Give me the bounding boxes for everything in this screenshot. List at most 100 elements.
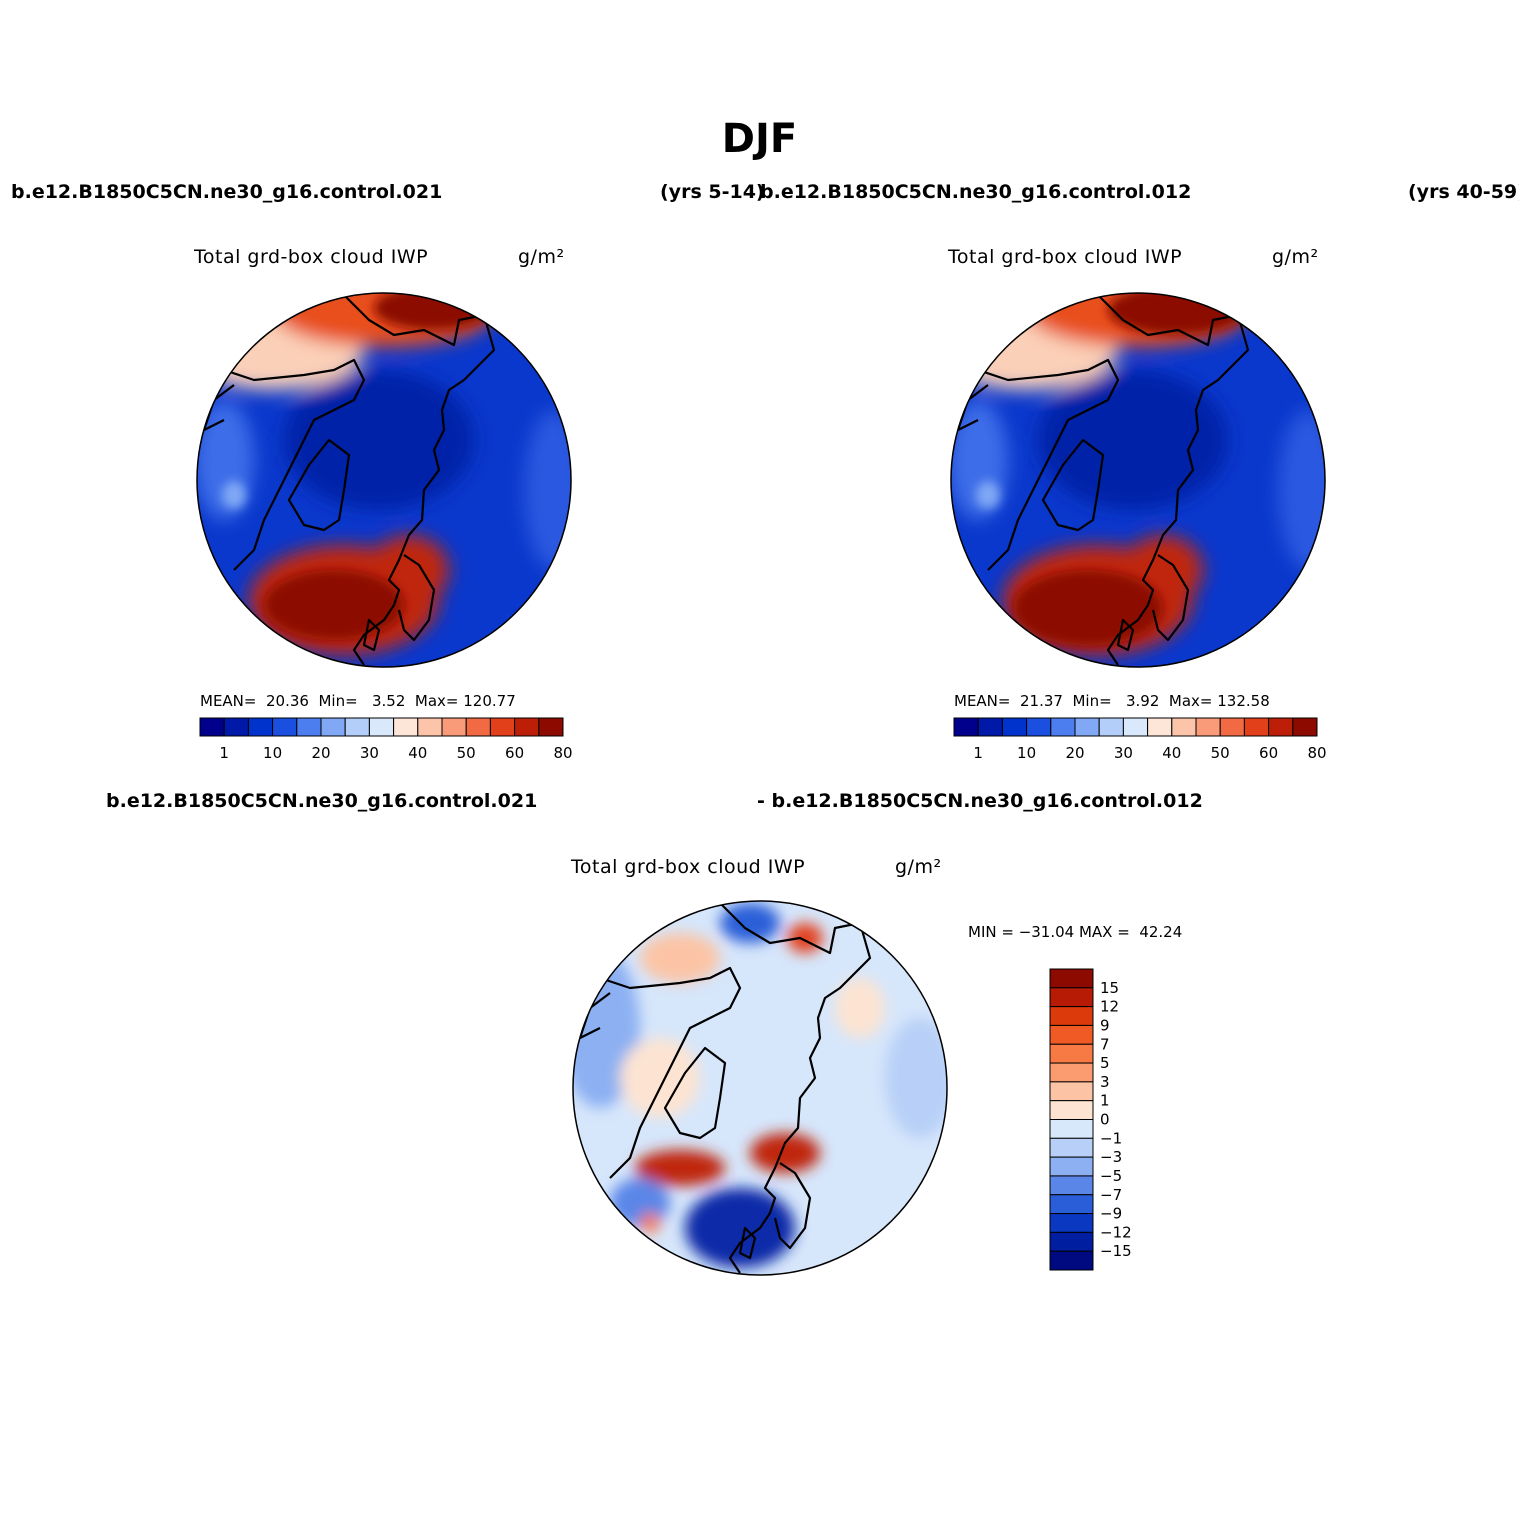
- colorbar-tick-label: 50: [1211, 744, 1230, 762]
- colorbar-swatch: [1001, 717, 1028, 737]
- coast-eurasia: [1097, 294, 1250, 666]
- coast-north-america: [977, 358, 1120, 571]
- colorbar-swatch: [1049, 968, 1094, 989]
- colorbar-swatch: [1049, 1137, 1094, 1158]
- left-plot-title: Total grd-box cloud IWP: [194, 246, 429, 268]
- colorbar-tick-label: 80: [553, 744, 572, 762]
- field-darkred-atlantic: [1013, 570, 1163, 646]
- colorbar-tick-label: 3: [1100, 1073, 1110, 1091]
- colorbar-tick-label: 1: [219, 744, 229, 762]
- colorbar-swatch: [1049, 1043, 1094, 1064]
- colorbar-tick-label: 30: [1114, 744, 1133, 762]
- colorbar-swatch: [1049, 1213, 1094, 1233]
- colorbar-swatch: [1171, 717, 1197, 737]
- colorbar-swatch: [1049, 1194, 1094, 1215]
- colorbar-swatch: [953, 717, 979, 737]
- colorbar-swatch: [1049, 1024, 1094, 1045]
- colorbar-tick-label: 5: [1100, 1054, 1110, 1072]
- right-plot-title: Total grd-box cloud IWP: [948, 246, 1183, 268]
- coast-north-america: [599, 966, 742, 1179]
- field-blue-east: [885, 1018, 947, 1138]
- field-light-blue-east: [524, 410, 571, 570]
- colorbar-swatch: [1049, 1119, 1094, 1139]
- coast-scandinavia: [773, 1162, 812, 1250]
- left-colorbar: 1 10 20 30 40 50 60 80: [199, 717, 573, 762]
- field-blue-atlantic: [685, 1188, 795, 1268]
- left-stats: MEAN= 20.36 Min= 3.52 Max= 120.77: [200, 692, 516, 710]
- colorbar-swatch: [465, 717, 491, 737]
- colorbar-tick-label: −7: [1100, 1186, 1122, 1204]
- colorbar-swatch: [247, 717, 274, 737]
- diff-plot-units: g/m²: [895, 856, 942, 878]
- map-border: [196, 292, 572, 668]
- coast-scandinavia: [1151, 554, 1190, 642]
- field-deep-arctic: [1038, 370, 1228, 510]
- coast-scandinavia: [397, 554, 436, 642]
- colorbar-tick-label: −12: [1100, 1223, 1132, 1241]
- colorbar-tick-label: 80: [1307, 744, 1326, 762]
- coast-uk: [362, 618, 381, 652]
- left-polar-map: [196, 292, 572, 668]
- case2-years-label: (yrs 40-59): [1408, 181, 1519, 203]
- colorbar-tick-label: 60: [505, 744, 524, 762]
- field-red-band-right: [750, 1133, 820, 1173]
- colorbar-swatch: [1243, 717, 1270, 737]
- colorbar-tick-label: 10: [1017, 744, 1036, 762]
- colorbar-swatch: [1049, 1156, 1094, 1177]
- colorbar-swatch: [296, 717, 322, 737]
- case2-label: b.e12.B1850C5CN.ne30_g16.control.012: [760, 181, 1192, 203]
- colorbar-tick-label: −5: [1100, 1167, 1122, 1185]
- right-stats: MEAN= 21.37 Min= 3.92 Max= 132.58: [954, 692, 1270, 710]
- colorbar-swatch: [223, 717, 249, 737]
- colorbar-tick-label: 15: [1100, 979, 1119, 997]
- colorbar-swatch: [1049, 1081, 1094, 1102]
- colorbar-swatch: [1049, 1062, 1094, 1083]
- colorbar-swatch: [1292, 717, 1318, 737]
- colorbar-tick-label: 40: [1162, 744, 1181, 762]
- right-colorbar: 1 10 20 30 40 50 60 80: [953, 717, 1327, 762]
- colorbar-tick-label: −1: [1100, 1129, 1122, 1147]
- colorbar-swatch: [1195, 717, 1221, 737]
- colorbar-swatch: [199, 717, 225, 737]
- colorbar-tick-label: 30: [360, 744, 379, 762]
- colorbar-tick-label: 40: [408, 744, 427, 762]
- colorbar-swatch: [1049, 1100, 1094, 1120]
- coast-greenland: [663, 1046, 727, 1140]
- colorbar-swatch: [1219, 717, 1245, 737]
- colorbar-tick-label: 50: [457, 744, 476, 762]
- diff-plot-title: Total grd-box cloud IWP: [571, 856, 806, 878]
- coast-eurasia: [343, 294, 496, 666]
- coast-greenland: [287, 438, 351, 532]
- colorbar-swatch: [1268, 717, 1294, 737]
- colorbar-swatch: [1050, 717, 1076, 737]
- colorbar-swatch: [977, 717, 1003, 737]
- colorbar-tick-label: 20: [311, 744, 330, 762]
- colorbar-swatch: [1049, 1250, 1094, 1271]
- diff-case1-label: b.e12.B1850C5CN.ne30_g16.control.021: [106, 790, 538, 812]
- colorbar-tick-label: 1: [1100, 1092, 1110, 1110]
- field-pale-red-north: [640, 933, 720, 983]
- colorbar-tick-label: 10: [263, 744, 282, 762]
- case1-years-label: (yrs 5-14): [660, 181, 765, 203]
- colorbar-swatch: [514, 717, 540, 737]
- diff-polar-map: [572, 900, 948, 1276]
- colorbar-swatch: [441, 717, 467, 737]
- colorbar-tick-label: 60: [1259, 744, 1278, 762]
- field-darkred-atlantic: [264, 570, 404, 640]
- colorbar-swatch: [1026, 717, 1052, 737]
- coast-greenland: [1041, 438, 1105, 532]
- field-red-spot-sw: [640, 1213, 660, 1233]
- field-red-top: [787, 923, 823, 953]
- colorbar-swatch: [1147, 717, 1173, 737]
- map-border: [572, 900, 948, 1276]
- colorbar-tick-label: 0: [1100, 1111, 1110, 1129]
- colorbar-tick-label: −3: [1100, 1148, 1122, 1166]
- field-pale-red-west: [620, 1038, 700, 1118]
- colorbar-swatch: [1098, 717, 1124, 737]
- right-polar-map: [950, 292, 1326, 668]
- right-plot-units: g/m²: [1272, 246, 1319, 268]
- colorbar-swatch: [538, 717, 564, 737]
- colorbar-tick-label: 1: [973, 744, 983, 762]
- colorbar-swatch: [1049, 1006, 1094, 1026]
